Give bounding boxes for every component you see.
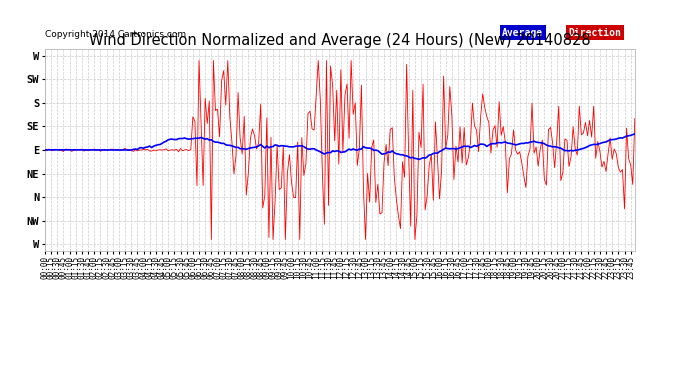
- Text: Direction: Direction: [569, 28, 622, 38]
- Text: Copyright 2014 Cartronics.com: Copyright 2014 Cartronics.com: [45, 30, 186, 39]
- Text: Average: Average: [502, 28, 543, 38]
- Title: Wind Direction Normalized and Average (24 Hours) (New) 20140828: Wind Direction Normalized and Average (2…: [89, 33, 591, 48]
